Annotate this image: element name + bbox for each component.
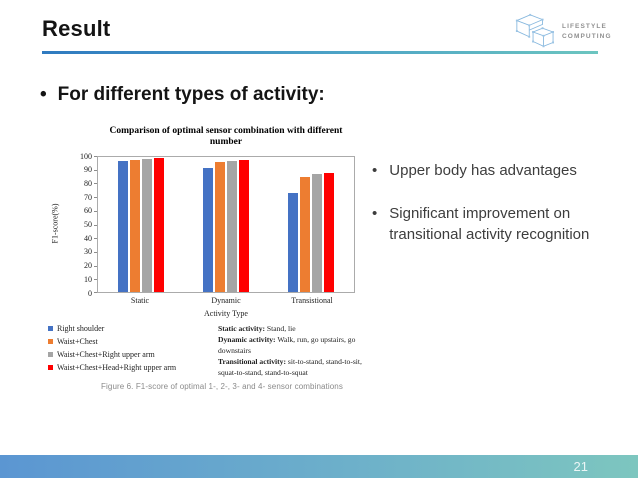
x-axis-labels: Static Dynamic Transistional [97, 296, 355, 305]
y-tick-label: 40 [84, 233, 92, 243]
page-number: 21 [573, 459, 588, 474]
x-tick-label: Static [130, 296, 150, 305]
legend-item: Waist+Chest [48, 335, 216, 348]
y-tick-mark [94, 224, 97, 226]
y-tick-mark [94, 251, 97, 253]
side-bullet-text: Significant improvement on transitional … [389, 205, 590, 243]
activity-note: Dynamic activity: Walk, run, go upstairs… [218, 334, 364, 356]
bullet-dot: • [40, 84, 47, 105]
activity-note: Transitional activity: sit-to-stand, sta… [218, 356, 364, 378]
title-divider-rule [42, 51, 598, 54]
y-tick-label: 50 [84, 220, 92, 229]
side-bullet: • Upper body has advantages [372, 160, 610, 181]
side-bullet: • Significant improvement on transitional… [372, 203, 610, 245]
legend-label: Right shoulder [57, 324, 105, 333]
bar [141, 159, 152, 292]
bar [226, 161, 237, 292]
y-tick-mark [94, 183, 97, 185]
y-tick-label: 60 [84, 206, 92, 216]
activity-note-text: Stand, lie [265, 324, 296, 333]
activity-note: Static activity: Stand, lie [218, 323, 364, 334]
chart-title: Comparison of optimal sensor combination… [109, 126, 343, 148]
activity-note-text: Walk, run, go upstairs, go downstairs [218, 335, 356, 355]
x-axis-title: Activity Type [204, 309, 248, 318]
lifestyle-computing-logo: LIFESTYLE COMPUTING [512, 12, 612, 52]
legend-label: Waist+Chest [57, 337, 98, 346]
y-tick-mark [94, 238, 97, 240]
chart-legend: Right shoulder Waist+Chest Waist+Chest+Rig… [48, 322, 216, 374]
bar [129, 159, 140, 292]
y-tick-mark [94, 292, 97, 293]
bar [324, 172, 335, 292]
plot-area [97, 156, 355, 293]
bar [238, 159, 249, 292]
side-bullet-text: Upper body has advantages [389, 162, 577, 179]
legend-label: Waist+Chest+Right upper arm [57, 350, 155, 359]
x-tick-label: Dynamic [211, 296, 241, 305]
activity-note-text: sit-to-stand, stand-to-sit, squat-to-sta… [218, 357, 362, 377]
bar [117, 161, 128, 292]
y-tick-mark [94, 265, 97, 267]
figure: Comparison of optimal sensor combination… [40, 124, 362, 399]
bar [153, 158, 164, 292]
slide-title: Result [42, 16, 111, 41]
bar-group [288, 157, 335, 292]
y-tick-label: 10 [84, 274, 92, 284]
footer-bar: 21 [0, 455, 638, 478]
bar [300, 177, 311, 292]
logo-text-line2: COMPUTING [562, 33, 612, 40]
y-tick-mark [94, 210, 97, 212]
bullet-dot: • [372, 162, 378, 179]
y-tick-label: 20 [84, 261, 92, 271]
bar [312, 173, 323, 292]
legend-swatch-icon [48, 352, 53, 357]
logo-text-line1: LIFESTYLE [562, 22, 607, 30]
legend-swatch-icon [48, 339, 53, 344]
activity-notes: Static activity: Stand, lie Dynamic activ… [218, 323, 364, 378]
heading-text: For different types of activity: [57, 84, 325, 105]
y-tick-mark [94, 156, 97, 157]
chart-area: F1-score(%) 100 90 80 70 60 50 40 30 20 10 0 [40, 152, 362, 298]
y-tick-label: 90 [84, 165, 92, 175]
activity-note-label: Static activity: [218, 324, 266, 333]
bullet-dot: • [372, 205, 378, 222]
y-axis-title: F1-score(%) [50, 203, 60, 244]
wireframe-cube-logo-icon [515, 13, 555, 48]
y-tick-label: 100 [80, 151, 92, 161]
legend-swatch-icon [48, 365, 53, 370]
y-tick-label: 80 [84, 178, 92, 188]
legend-swatch-icon [48, 326, 53, 331]
x-tick-label: Transistional [291, 296, 333, 305]
activity-note-label: Transitional activity: [218, 357, 286, 366]
bar-group [202, 157, 249, 292]
legend-item: Right shoulder [48, 322, 216, 335]
y-tick-label: 0 [88, 288, 92, 298]
y-tick-mark [94, 169, 97, 171]
bar [288, 193, 299, 292]
y-tick-label: 70 [84, 192, 92, 202]
legend-label: Waist+Chest+Head+Right upper arm [57, 363, 177, 372]
y-tick-label: 30 [84, 247, 92, 257]
y-tick-mark [94, 197, 97, 199]
bar [214, 161, 225, 292]
activity-note-label: Dynamic activity: [218, 335, 276, 344]
legend-item: Waist+Chest+Right upper arm [48, 348, 216, 361]
heading-bullet: • For different types of activity: [40, 84, 325, 106]
figure-caption: Figure 6. F1-score of optimal 1-, 2-, 3-… [101, 382, 343, 391]
y-tick-mark [94, 279, 97, 281]
side-bullet-list: • Upper body has advantages • Significant i… [372, 160, 610, 267]
legend-item: Waist+Chest+Head+Right upper arm [48, 361, 216, 374]
logo-text: LIFESTYLE COMPUTING [562, 22, 612, 43]
bar [202, 167, 213, 292]
bar-group [117, 157, 164, 292]
